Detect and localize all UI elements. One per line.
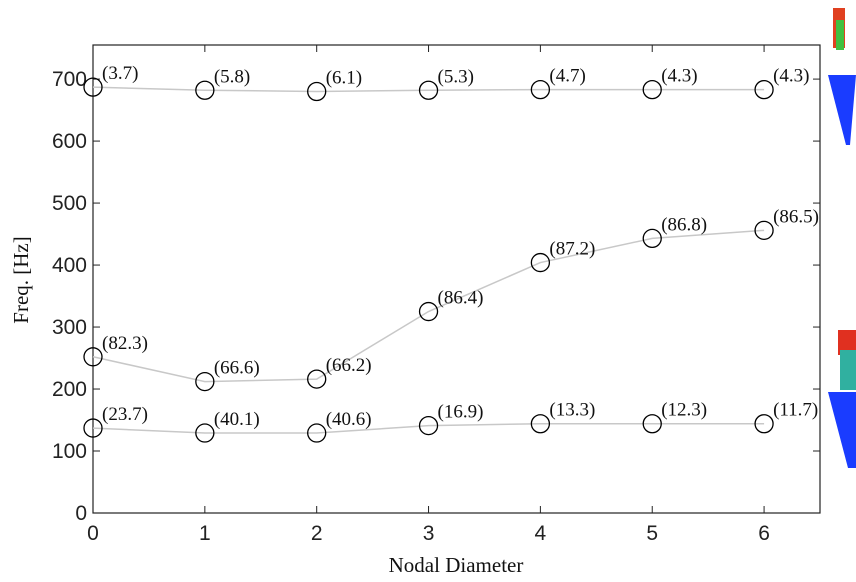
y-tick-label: 500: [52, 192, 87, 215]
point-label: (86.5): [773, 206, 819, 227]
point-label: (66.6): [214, 358, 260, 379]
mode-shape-icon: [828, 330, 856, 468]
point-label: (3.7): [102, 63, 138, 84]
y-tick-label: 600: [52, 130, 87, 153]
point-label: (16.9): [438, 402, 484, 423]
y-axis-label: Freq. [Hz]: [9, 236, 33, 323]
point-label: (86.4): [438, 288, 484, 309]
point-label: (5.3): [438, 66, 474, 87]
y-tick-label: 100: [52, 440, 87, 463]
series-line: [93, 87, 764, 91]
y-tick-label: 200: [52, 378, 87, 401]
point-label: (12.3): [661, 400, 707, 421]
point-label: (23.7): [102, 404, 148, 425]
x-tick-label: 1: [199, 522, 211, 545]
point-label: (4.3): [661, 66, 697, 87]
series-line: [93, 230, 764, 381]
series-line: [93, 424, 764, 433]
y-tick-label: 0: [75, 502, 87, 525]
plot-frame: [93, 45, 820, 513]
y-tick-label: 700: [52, 68, 87, 91]
x-tick-label: 6: [758, 522, 770, 545]
point-label: (13.3): [549, 400, 595, 421]
mode-shape-icon: [828, 8, 856, 145]
y-tick-label: 400: [52, 254, 87, 277]
point-label: (86.8): [661, 214, 707, 235]
x-tick-label: 5: [646, 522, 658, 545]
x-tick-label: 3: [423, 522, 435, 545]
point-label: (87.2): [549, 239, 595, 260]
chart: Nodal Diameter Freq. [Hz] 0 100 200 300 400 5…: [0, 0, 856, 582]
x-axis-label: Nodal Diameter: [389, 553, 524, 577]
point-label: (4.3): [773, 66, 809, 87]
point-label: (11.7): [773, 400, 818, 421]
point-label: (40.6): [326, 409, 372, 430]
x-tick-label: 4: [535, 522, 547, 545]
point-label: (5.8): [214, 66, 250, 87]
point-label: (66.2): [326, 355, 372, 376]
point-label: (4.7): [549, 66, 585, 87]
point-label: (6.1): [326, 67, 362, 88]
point-label: (82.3): [102, 333, 148, 354]
point-label: (40.1): [214, 409, 260, 430]
x-tick-label: 2: [311, 522, 323, 545]
y-tick-label: 300: [52, 316, 87, 339]
x-tick-label: 0: [87, 522, 99, 545]
